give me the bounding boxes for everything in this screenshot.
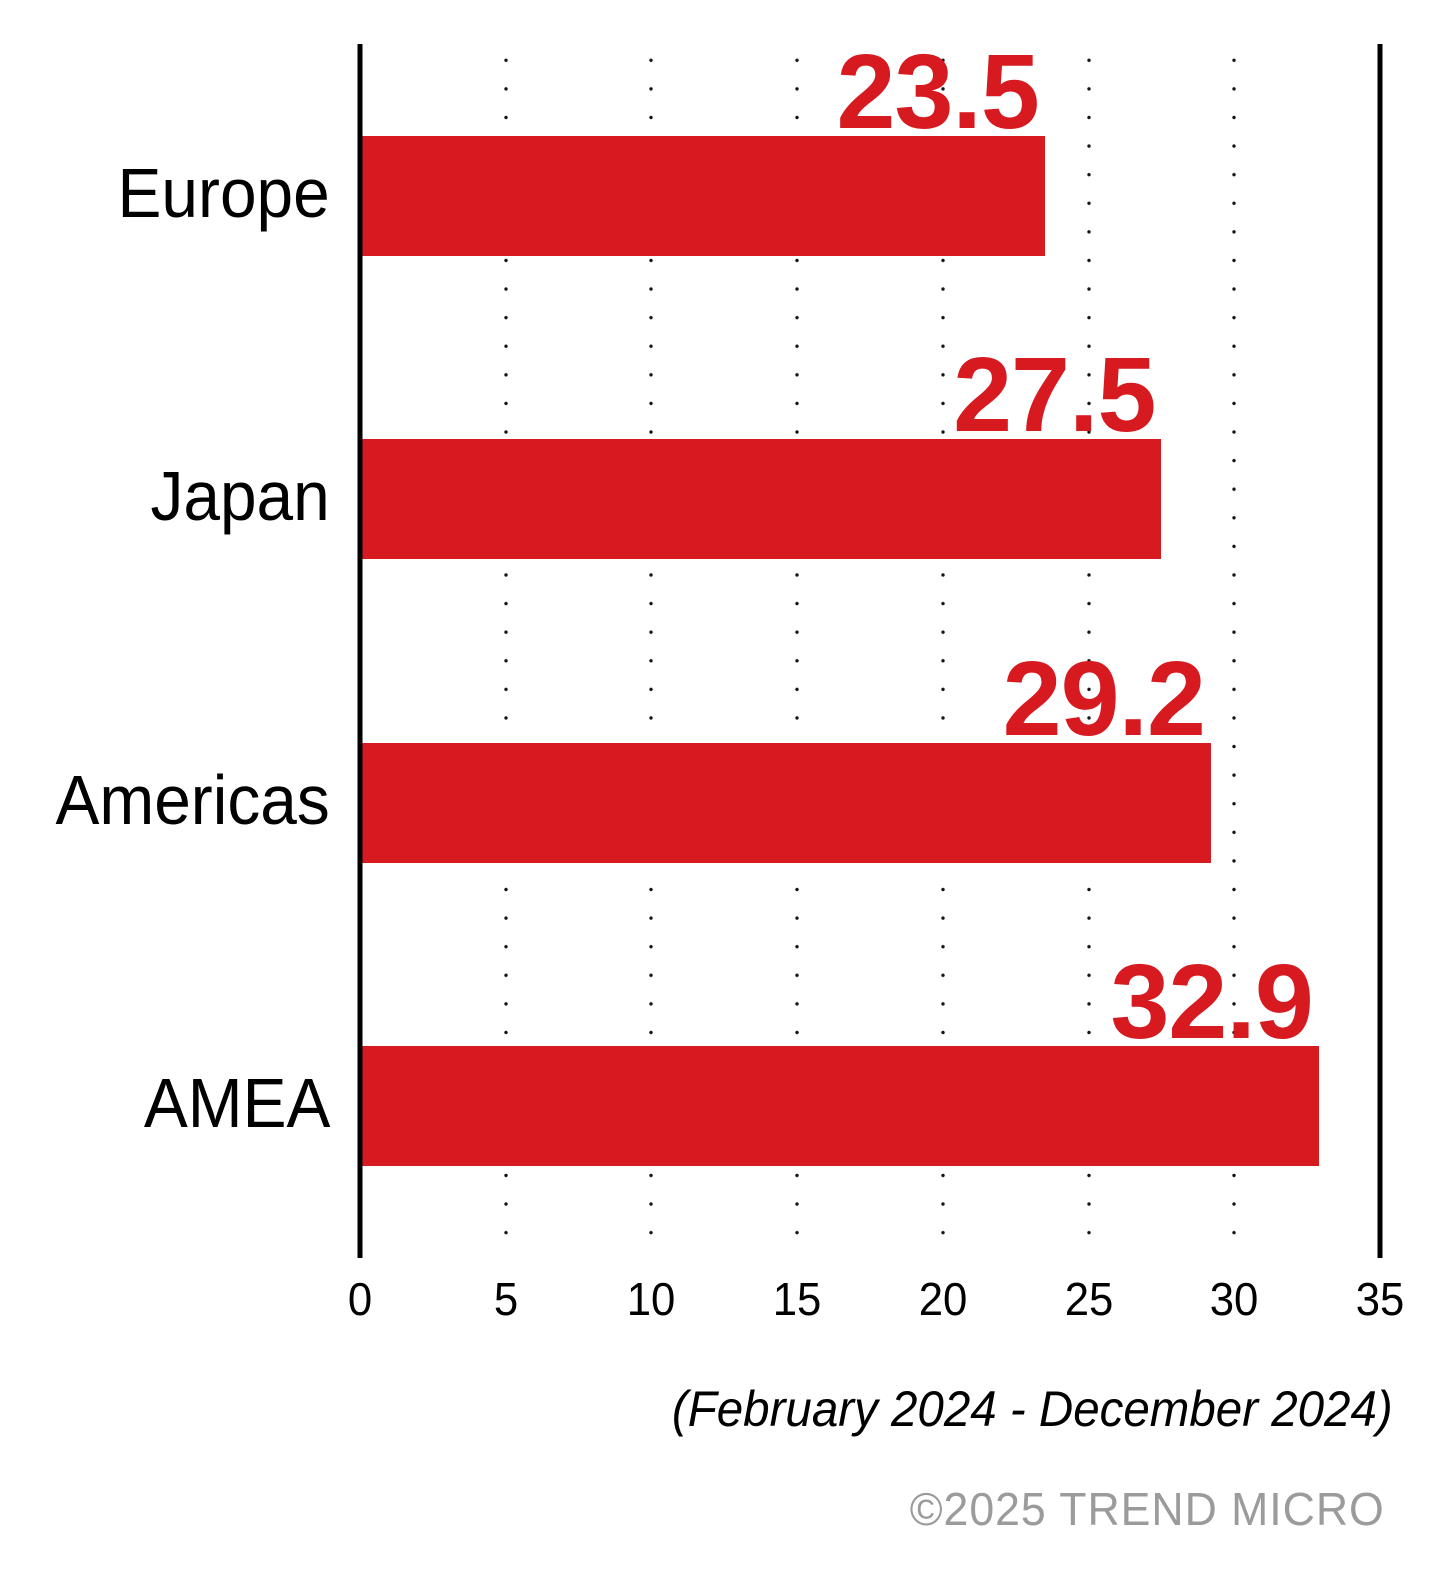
x-tick-label: 15 [772,1273,822,1325]
bar-value-label: 23.5 [836,32,1040,151]
bar-europe [360,135,1045,256]
x-tick-label: 30 [1209,1273,1259,1325]
y-axis-line [357,44,363,1258]
x-tick-label: 25 [1064,1273,1113,1325]
bar-value-label: 32.9 [1110,943,1313,1062]
category-label-amea: AMEA [143,1064,330,1143]
x-tick-label: 0 [347,1273,373,1325]
category-label-americas: Americas [55,760,330,839]
bar-value-label: 27.5 [953,336,1156,455]
x-tick-label: 5 [493,1273,518,1325]
category-label-japan: Japan [150,457,330,536]
gridline [649,46,654,1258]
bar-americas [360,742,1211,863]
copyright-notice: ©2025 TREND MICRO [909,1483,1385,1535]
x-axis-ticks: 0 5 10 15 20 25 30 35 [348,1273,1404,1336]
gridline [1086,46,1091,1258]
gridline [940,46,945,1258]
date-range-caption: (February 2024 - December 2024) [672,1381,1393,1437]
x-tick-label: 35 [1355,1273,1405,1325]
category-label-europe: Europe [117,153,330,232]
gridline [503,46,508,1258]
x-tick-label: 20 [918,1273,968,1325]
category-labels: Europe Japan Americas AMEA [0,0,360,1577]
gridline [795,46,800,1258]
x-tick-label: 10 [627,1273,676,1325]
gridline [1232,46,1237,1258]
right-boundary-line [1377,44,1383,1258]
bar-value-label: 29.2 [1002,639,1206,758]
bar-japan [360,439,1162,560]
plot-area: 23.5 27.5 29.2 32.9 [357,39,1383,1258]
bar-amea [360,1046,1319,1167]
